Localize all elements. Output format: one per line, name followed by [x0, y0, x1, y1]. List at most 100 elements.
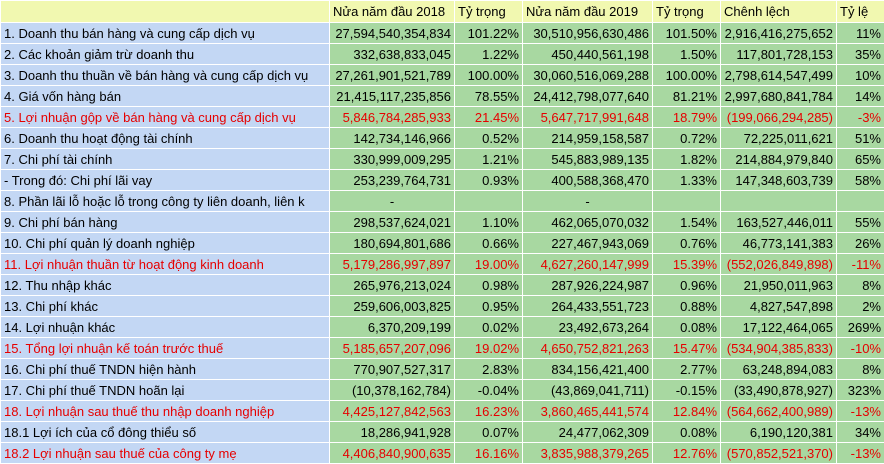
difference-value: 147,348,603,739: [721, 170, 837, 191]
header-h1-2019: Nửa năm đầu 2019: [523, 1, 653, 23]
difference-value: 63,248,894,083: [721, 359, 837, 380]
ratio-value: 8%: [837, 359, 884, 380]
difference-value: (534,904,385,833): [721, 338, 837, 359]
row-label: 5. Lợi nhuận gộp về bán hàng và cung cấp…: [1, 107, 330, 128]
ratio-value: 51%: [837, 128, 884, 149]
difference-value: 21,950,011,963: [721, 275, 837, 296]
share-2019: 0.88%: [653, 296, 721, 317]
share-2019: 15.47%: [653, 338, 721, 359]
difference-value: 46,773,141,383: [721, 233, 837, 254]
share-2019: 1.82%: [653, 149, 721, 170]
row-label: 16. Chi phí thuế TNDN hiện hành: [1, 359, 330, 380]
share-2018: 21.45%: [455, 107, 523, 128]
row-label: 9. Chi phí bán hàng: [1, 212, 330, 233]
value-2018: 330,999,009,295: [330, 149, 455, 170]
row-label: 15. Tổng lợi nhuận kế toán trước thuế: [1, 338, 330, 359]
difference-value: (564,662,400,989): [721, 401, 837, 422]
difference-value: 214,884,979,840: [721, 149, 837, 170]
row-label: 17. Chi phí thuế TNDN hoãn lại: [1, 380, 330, 401]
difference-value: [721, 191, 837, 212]
share-2018: [455, 191, 523, 212]
share-2019: 1.54%: [653, 212, 721, 233]
ratio-value: 8%: [837, 275, 884, 296]
value-2019: 264,433,551,723: [523, 296, 653, 317]
ratio-value: -13%: [837, 401, 884, 422]
value-2018: 142,734,146,966: [330, 128, 455, 149]
share-2018: 1.21%: [455, 149, 523, 170]
ratio-value: 35%: [837, 44, 884, 65]
value-2019: 400,588,368,470: [523, 170, 653, 191]
table-row: 18. Lợi nhuận sau thuế thu nhập doanh ng…: [1, 401, 884, 422]
value-2018: 6,370,209,199: [330, 317, 455, 338]
ratio-value: 26%: [837, 233, 884, 254]
share-2019: 0.08%: [653, 422, 721, 443]
row-label: 11. Lợi nhuận thuần từ hoạt động kinh do…: [1, 254, 330, 275]
share-2018: 19.00%: [455, 254, 523, 275]
row-label: 7. Chi phí tài chính: [1, 149, 330, 170]
value-2019: 287,926,224,987: [523, 275, 653, 296]
value-2019: 227,467,943,069: [523, 233, 653, 254]
table-row: 1. Doanh thu bán hàng và cung cấp dịch v…: [1, 23, 884, 44]
table-row: 17. Chi phí thuế TNDN hoãn lại(10,378,16…: [1, 380, 884, 401]
value-2019: 462,065,070,032: [523, 212, 653, 233]
value-2019: 450,440,561,198: [523, 44, 653, 65]
share-2018: 0.02%: [455, 317, 523, 338]
ratio-value: -13%: [837, 443, 884, 464]
share-2019: 100.00%: [653, 65, 721, 86]
share-2018: 0.52%: [455, 128, 523, 149]
row-label: 8. Phần lãi lỗ hoặc lỗ trong công ty liê…: [1, 191, 330, 212]
difference-value: 2,798,614,547,499: [721, 65, 837, 86]
difference-value: (199,066,294,285): [721, 107, 837, 128]
share-2019: 0.76%: [653, 233, 721, 254]
share-2019: 12.76%: [653, 443, 721, 464]
share-2018: 1.10%: [455, 212, 523, 233]
ratio-value: [837, 191, 884, 212]
share-2019: -0.15%: [653, 380, 721, 401]
ratio-value: 14%: [837, 86, 884, 107]
value-2018: 27,261,901,521,789: [330, 65, 455, 86]
row-label: 18.2 Lợi nhuận sau thuế của công ty mẹ: [1, 443, 330, 464]
row-label: 13. Chi phí khác: [1, 296, 330, 317]
ratio-value: 10%: [837, 65, 884, 86]
share-2019: 0.08%: [653, 317, 721, 338]
value-2019: 3,860,465,441,574: [523, 401, 653, 422]
difference-value: 4,827,547,898: [721, 296, 837, 317]
share-2018: 101.22%: [455, 23, 523, 44]
value-2019: 24,412,798,077,640: [523, 86, 653, 107]
share-2018: 0.95%: [455, 296, 523, 317]
value-2019: 30,510,956,630,486: [523, 23, 653, 44]
ratio-value: 11%: [837, 23, 884, 44]
row-label: 18.1 Lợi ích của cổ đông thiểu số: [1, 422, 330, 443]
share-2019: 1.33%: [653, 170, 721, 191]
ratio-value: -10%: [837, 338, 884, 359]
ratio-value: 65%: [837, 149, 884, 170]
table-row: 3. Doanh thu thuần về bán hàng và cung c…: [1, 65, 884, 86]
row-label: 1. Doanh thu bán hàng và cung cấp dịch v…: [1, 23, 330, 44]
row-label: 14. Lợi nhuận khác: [1, 317, 330, 338]
difference-value: 117,801,728,153: [721, 44, 837, 65]
row-label: 12. Thu nhập khác: [1, 275, 330, 296]
value-2019: 24,477,062,309: [523, 422, 653, 443]
share-2018: 100.00%: [455, 65, 523, 86]
share-2018: 16.16%: [455, 443, 523, 464]
share-2019: 15.39%: [653, 254, 721, 275]
value-2018: 332,638,833,045: [330, 44, 455, 65]
share-2019: 0.72%: [653, 128, 721, 149]
value-2019: -: [523, 191, 653, 212]
value-2019: 214,959,158,587: [523, 128, 653, 149]
ratio-value: 323%: [837, 380, 884, 401]
header-share-2018: Tỷ trọng: [455, 1, 523, 23]
difference-value: 72,225,011,621: [721, 128, 837, 149]
value-2019: 4,627,260,147,999: [523, 254, 653, 275]
